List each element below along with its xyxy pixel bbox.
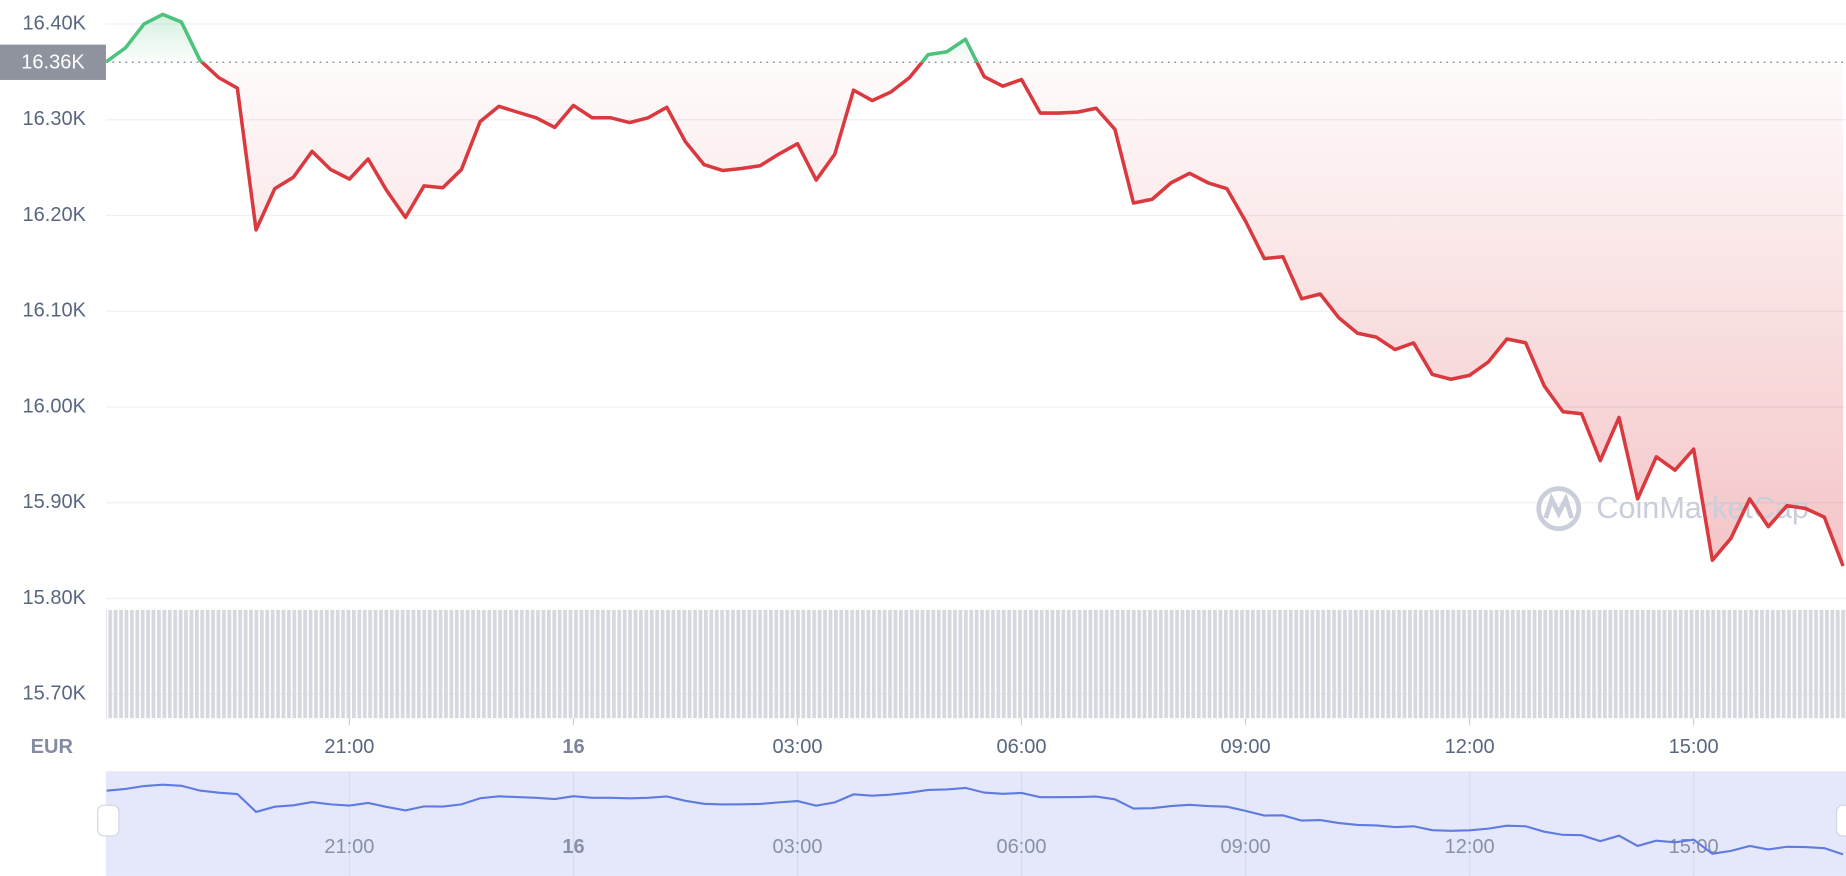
- y-tick-label: 16.00K: [23, 395, 87, 417]
- navigator-tick-label: 21:00: [324, 836, 374, 858]
- x-tick-label: 21:00: [324, 736, 374, 758]
- y-tick-label: 15.80K: [23, 587, 87, 609]
- area-above-reference: [106, 14, 978, 63]
- y-tick-label: 15.70K: [23, 683, 87, 705]
- currency-label: EUR: [31, 736, 74, 758]
- navigator-tick-label: 03:00: [772, 836, 822, 858]
- reference-tag: [0, 44, 106, 80]
- navigator-handle[interactable]: [1835, 804, 1846, 837]
- x-tick-label: 09:00: [1221, 736, 1271, 758]
- x-tick-label: 03:00: [772, 736, 822, 758]
- watermark: CoinMarketCap: [1536, 486, 1809, 532]
- navigator-tick-label: 16: [562, 836, 584, 858]
- y-tick-label: 15.90K: [23, 491, 87, 513]
- x-tick-label: 15:00: [1669, 736, 1719, 758]
- navigator-tick-label: 09:00: [1221, 836, 1271, 858]
- x-tick-label: 12:00: [1445, 736, 1495, 758]
- y-tick-label: 16.20K: [23, 204, 87, 226]
- price-line-up: [105, 12, 979, 63]
- navigator-background: [105, 771, 1846, 876]
- watermark-logo: [1536, 486, 1582, 532]
- navigator-line: [106, 783, 1844, 856]
- volume-bars: [105, 609, 1846, 719]
- x-tick-label: 16: [562, 736, 584, 758]
- y-tick-label: 16.30K: [23, 108, 87, 130]
- navigator-tick-label: 06:00: [997, 836, 1047, 858]
- navigator-handle[interactable]: [97, 804, 120, 837]
- area-below-reference: [106, 62, 1844, 566]
- price-line-down: [107, 62, 1845, 567]
- x-tick-label: 06:00: [997, 736, 1047, 758]
- navigator-tick-label: 12:00: [1445, 836, 1495, 858]
- watermark-logo: [1543, 492, 1574, 519]
- y-tick-label: 16.40K: [23, 12, 87, 34]
- reference-label: 16.36K: [21, 52, 85, 74]
- y-tick-label: 16.10K: [23, 300, 87, 322]
